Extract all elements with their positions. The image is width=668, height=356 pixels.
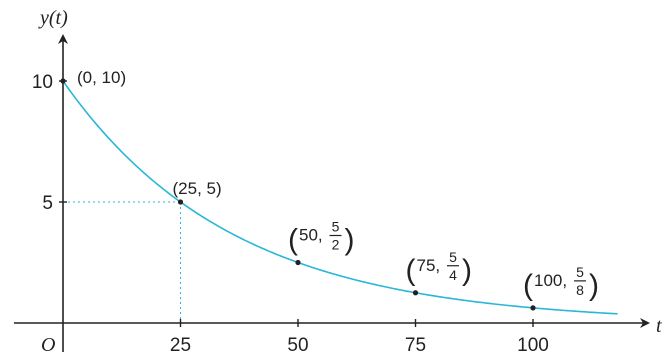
x-axis-label: t [656,315,662,337]
label-x-value: 75, [417,256,441,275]
x-tick-label: 25 [170,335,191,356]
point-label-fraction: (75, 5 4) [406,249,473,287]
data-point [177,199,184,205]
data-point [295,259,301,266]
point-label: (25, 5) [173,179,222,198]
data-point [412,290,419,296]
label-denominator: 2 [332,237,340,253]
label-open-paren: ( [406,254,416,287]
label-numerator: 5 [332,219,340,235]
decay-curve [62,80,618,315]
data-points: (0, 10) (25, 5) (50, 5 2) (75, 5 4) (100, 5 8) [60,68,599,311]
label-x-value: 50, [299,226,323,245]
x-tick-label: 100 [517,335,549,356]
x-tick-label: 75 [405,335,426,356]
label-denominator: 8 [576,282,584,298]
y-tick-label: 5 [42,193,53,214]
y-tick-label: 10 [32,72,53,93]
label-close-paren: ) [589,269,599,302]
origin-label: O [41,334,55,356]
label-numerator: 5 [576,264,584,280]
x-tick-label: 50 [287,335,308,356]
label-numerator: 5 [449,249,457,265]
label-x-value: 100, [534,271,567,290]
data-point [530,305,536,311]
point-label-fraction: (100, 5 8) [523,264,599,302]
label-open-paren: ( [288,224,298,257]
point-label: (0, 10) [77,68,126,87]
label-denominator: 4 [449,267,457,283]
label-close-paren: ) [462,254,472,287]
point-label-fraction: (50, 5 2) [288,219,355,257]
label-open-paren: ( [523,269,533,302]
data-point [60,78,66,84]
guide-lines [63,201,181,323]
y-axis-label: y(t) [38,7,68,29]
label-close-paren: ) [345,224,355,257]
